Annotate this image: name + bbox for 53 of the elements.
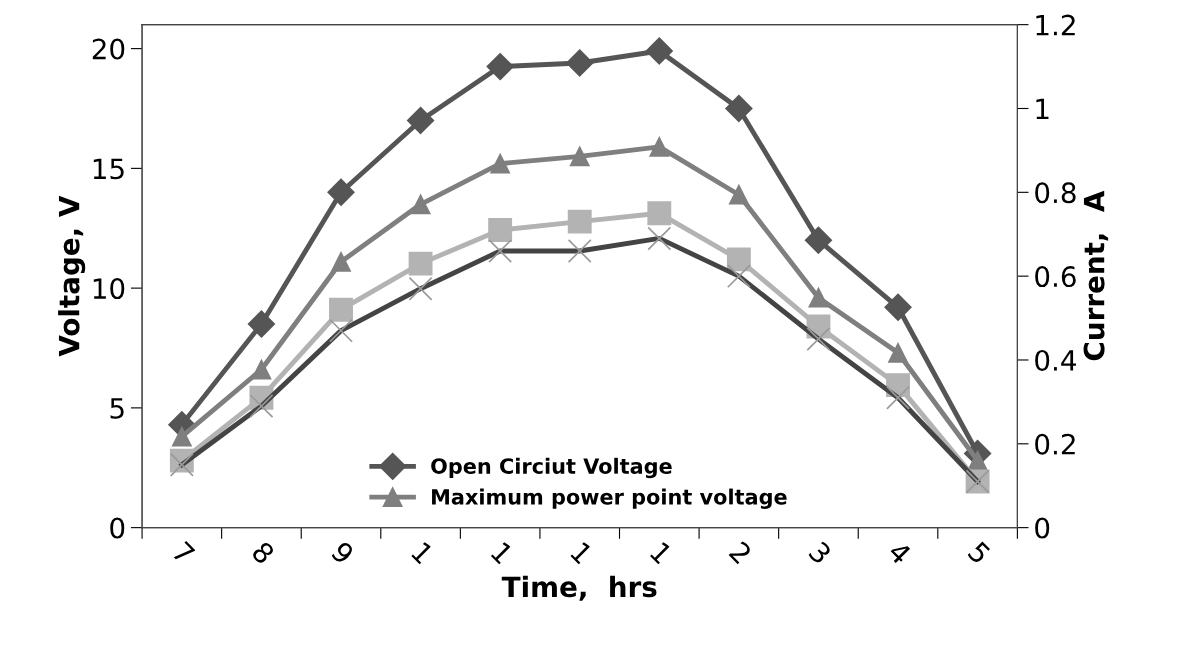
x-tick-label: 5 — [967, 540, 992, 565]
point — [331, 251, 351, 272]
point — [808, 287, 829, 308]
x-tick-label: 3 — [808, 540, 833, 565]
point — [569, 146, 590, 167]
point — [566, 49, 594, 77]
point — [410, 194, 431, 215]
y-tick-label: 5 — [110, 398, 124, 419]
point — [329, 297, 353, 322]
y-tick-label: 20 — [92, 38, 125, 60]
point — [251, 359, 272, 380]
point — [488, 218, 513, 242]
point — [884, 293, 912, 321]
y2-axis-title: Current, A — [1083, 190, 1109, 361]
point — [729, 184, 749, 205]
point — [726, 247, 751, 272]
point — [888, 342, 908, 363]
y-tick-label: 15 — [93, 158, 124, 180]
y-tick-label: 10 — [93, 278, 125, 300]
y-tick-label: 0 — [110, 517, 125, 539]
x-tick-label: 1 — [490, 541, 514, 565]
x-tick-label: 7 — [171, 540, 196, 565]
point — [645, 37, 673, 65]
x-tick-label: 9 — [330, 540, 356, 566]
point — [171, 426, 192, 447]
point — [490, 153, 511, 174]
y2-tick-label: 1.2 — [1036, 14, 1075, 36]
point — [567, 209, 592, 234]
x-tick-label: 1 — [649, 541, 673, 565]
point — [486, 52, 514, 81]
legend-label: Open Circiut Voltage — [431, 457, 672, 479]
y2-tick-label: 0.6 — [1035, 266, 1076, 288]
point — [406, 106, 435, 135]
x-tick-label: 4 — [887, 540, 913, 566]
legend-label: Maximum power point voltage — [432, 488, 787, 509]
x-axis-title: Time, hrs — [501, 575, 657, 601]
y2-tick-label: 0.2 — [1035, 433, 1075, 455]
x-tick-label: 1 — [411, 541, 434, 565]
y2-tick-label: 0 — [1035, 517, 1050, 539]
x-tick-label: 1 — [570, 541, 594, 565]
point — [649, 136, 670, 157]
point — [247, 310, 276, 338]
y-axis-title: Voltage, V — [58, 195, 86, 357]
y2-tick-label: 1 — [1036, 98, 1049, 120]
y2-tick-label: 0.4 — [1035, 349, 1076, 371]
x-tick-label: 8 — [250, 540, 276, 566]
point — [725, 94, 753, 123]
point — [647, 201, 672, 226]
point — [804, 226, 833, 254]
point — [327, 178, 355, 206]
y2-tick-label: 0.8 — [1035, 182, 1076, 204]
point — [408, 251, 433, 276]
x-tick-label: 2 — [728, 540, 753, 565]
